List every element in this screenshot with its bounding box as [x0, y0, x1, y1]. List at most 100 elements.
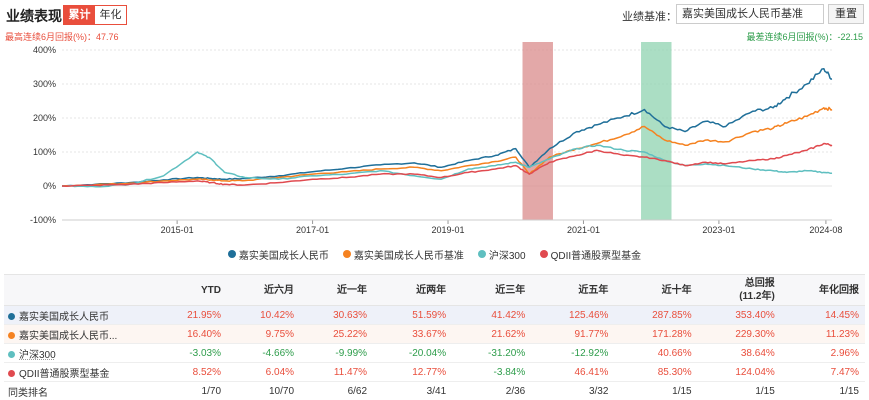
- table-cell: 3/32: [531, 381, 615, 400]
- table-cell: 91.77%: [531, 324, 615, 344]
- table-cell: 85.30%: [614, 362, 698, 382]
- row-label[interactable]: 嘉实美国成长人民币...: [4, 324, 154, 344]
- table-cell: 8.52%: [154, 362, 228, 382]
- legend-label: 嘉实美国成长人民币基准: [353, 250, 464, 262]
- table-cell: 30.63%: [300, 305, 374, 325]
- legend-item[interactable]: 嘉实美国成长人民币基准: [342, 246, 464, 262]
- table-cell: 41.42%: [452, 305, 532, 325]
- y-tick-label: 300%: [33, 79, 56, 89]
- tab-cumulative[interactable]: 累计: [64, 6, 95, 24]
- legend-label: QDII普通股票型基金: [550, 250, 642, 262]
- table-row: 同类排名 1/70 10/70 6/62 3/41 2/36 3/32 1/15 1/15 1/1…: [4, 381, 865, 400]
- row-label[interactable]: QDII普通股票型基金: [4, 362, 154, 382]
- table-cell: 7.47%: [780, 362, 865, 382]
- x-tick-label: 2021-01: [567, 225, 600, 235]
- row-label: 同类排名: [4, 381, 154, 400]
- column-header: [4, 274, 154, 306]
- y-tick-label: 400%: [33, 45, 56, 55]
- table-cell: 2.96%: [780, 343, 865, 363]
- performance-table: YTD 近六月 近一年 近两年 近三年 近五年 近十年 总回报 (11.2年) 年化回报 嘉实美国…: [4, 274, 865, 400]
- table-cell: 46.41%: [531, 362, 615, 382]
- table-cell: 1/15: [780, 381, 865, 400]
- table-cell: 51.59%: [373, 305, 453, 325]
- table-cell: 11.47%: [300, 362, 374, 382]
- benchmark-label: 业绩基准：: [622, 11, 677, 23]
- column-header: 近十年: [614, 274, 698, 306]
- series-dot: [8, 331, 15, 339]
- legend-item[interactable]: 沪深300: [477, 246, 526, 262]
- table-cell: 16.40%: [154, 324, 228, 344]
- series-dot: [8, 312, 15, 320]
- y-tick-label: 200%: [33, 113, 56, 123]
- column-header: 近六月: [227, 274, 301, 306]
- performance-header: 业绩表现 累计 年化 业绩基准： 嘉实美国成长人民币基准 重置: [0, 0, 869, 28]
- table-cell: -3.84%: [452, 362, 532, 382]
- column-header: YTD: [154, 274, 228, 306]
- table-cell: 9.75%: [227, 324, 301, 344]
- performance-line-chart: 400% 300% 200% 100% 0% -100% 2015-01 2017-01 201…: [30, 42, 842, 235]
- table-cell: 1/15: [614, 381, 698, 400]
- return-mode-toggle: 累计 年化: [63, 5, 127, 25]
- series-line-3: [61, 142, 833, 188]
- table-row: 嘉实美国成长人民币 21.95% 10.42% 30.63% 51.59% 41.42% 1…: [4, 305, 865, 325]
- column-header: 近三年: [452, 274, 532, 306]
- table-cell: 124.04%: [697, 362, 781, 382]
- table-cell: 3/41: [373, 381, 453, 400]
- series-line-0: [61, 67, 833, 187]
- best-6m-return-text: 最高连续6月回报(%)：47.76: [5, 32, 119, 42]
- legend-item[interactable]: QDII普通股票型基金: [539, 246, 642, 262]
- table-cell: 2/36: [452, 381, 532, 400]
- worst-6m-return-text: 最差连续6月回报(%)：-22.15: [746, 32, 863, 42]
- column-header: 年化回报: [780, 274, 865, 306]
- table-cell: 38.64%: [697, 343, 781, 363]
- y-tick-label: -100%: [30, 215, 56, 225]
- table-cell: -9.99%: [300, 343, 374, 363]
- table-cell: -4.66%: [227, 343, 301, 363]
- table-cell: 353.40%: [697, 305, 781, 325]
- legend-item[interactable]: 嘉实美国成长人民币: [227, 246, 329, 262]
- legend-label: 沪深300: [488, 250, 526, 262]
- x-tick-label: 2019-01: [432, 225, 465, 235]
- legend-label: 嘉实美国成长人民币: [238, 250, 329, 262]
- benchmark-select[interactable]: 嘉实美国成长人民币基准: [676, 4, 824, 24]
- table-cell: 40.66%: [614, 343, 698, 363]
- table-cell: 229.30%: [697, 324, 781, 344]
- series-dot: [8, 350, 15, 358]
- row-label[interactable]: 沪深300: [4, 343, 154, 363]
- table-cell: -31.20%: [452, 343, 532, 363]
- table-header-row: YTD 近六月 近一年 近两年 近三年 近五年 近十年 总回报 (11.2年) 年化回报: [4, 274, 865, 306]
- row-label[interactable]: 嘉实美国成长人民币: [4, 305, 154, 325]
- table-cell: 25.22%: [300, 324, 374, 344]
- chart-legend: 嘉实美国成长人民币 嘉实美国成长人民币基准 沪深300 QDII普通股票型基金: [0, 246, 869, 262]
- table-row: 嘉实美国成长人民币... 16.40% 9.75% 25.22% 33.67% 21.62…: [4, 324, 865, 344]
- table-cell: 21.95%: [154, 305, 228, 325]
- reset-button[interactable]: 重置: [828, 4, 864, 24]
- section-title: 业绩表现: [6, 8, 62, 24]
- series-line-1: [61, 106, 833, 187]
- table-cell: 6/62: [300, 381, 374, 400]
- column-header: 近一年: [300, 274, 374, 306]
- column-header: 总回报 (11.2年): [697, 274, 781, 306]
- x-tick-label: 2015-01: [161, 225, 194, 235]
- column-header: 近两年: [373, 274, 453, 306]
- table-cell: 6.04%: [227, 362, 301, 382]
- table-cell: 1/15: [697, 381, 781, 400]
- x-tick-label: 2024-08: [809, 225, 842, 235]
- table-cell: 11.23%: [780, 324, 865, 344]
- table-row: 沪深300 -3.03% -4.66% -9.99% -20.04% -31.20% -12…: [4, 343, 865, 363]
- tab-annualized[interactable]: 年化: [95, 6, 126, 24]
- best-period-band: [522, 42, 553, 220]
- y-tick-label: 0%: [43, 181, 56, 191]
- table-row: QDII普通股票型基金 8.52% 6.04% 11.47% 12.77% -3.84% 4…: [4, 362, 865, 382]
- table-cell: 21.62%: [452, 324, 532, 344]
- table-cell: 1/70: [154, 381, 228, 400]
- table-cell: -12.92%: [531, 343, 615, 363]
- y-tick-label: 100%: [33, 147, 56, 157]
- x-tick-label: 2023-01: [702, 225, 735, 235]
- legend-marker: [342, 250, 351, 258]
- table-cell: 33.67%: [373, 324, 453, 344]
- series-dot: [8, 369, 15, 377]
- table-cell: 287.85%: [614, 305, 698, 325]
- table-cell: -20.04%: [373, 343, 453, 363]
- legend-marker: [477, 250, 486, 258]
